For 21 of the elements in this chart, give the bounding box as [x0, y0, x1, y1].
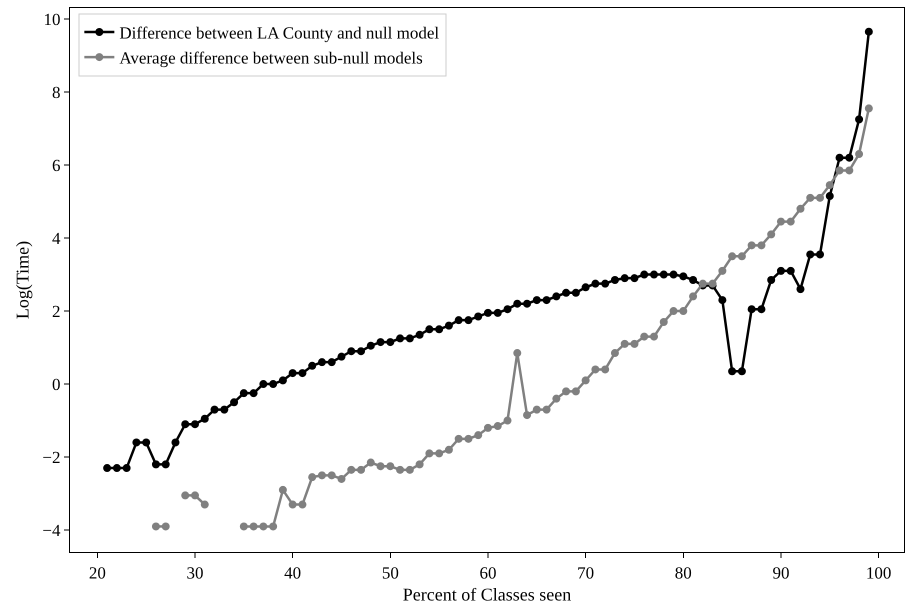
x-axis-title: Percent of Classes seen — [402, 584, 572, 605]
x-tick-label: 30 — [186, 564, 204, 582]
y-tick-label: 10 — [44, 10, 60, 29]
x-tick-label: 80 — [674, 564, 692, 582]
y-tick-label: 8 — [52, 82, 60, 102]
legend-label: Difference between LA County and null model — [119, 24, 440, 43]
y-axis-title: Log(Time) — [12, 240, 33, 320]
x-tick-label: 90 — [772, 564, 790, 582]
legend-label: Average difference between sub-null models — [119, 48, 423, 68]
x-tick-label: 100 — [866, 564, 892, 582]
x-tick-label: 20 — [88, 564, 106, 582]
x-tick-label: 60 — [479, 564, 496, 582]
y-tick-label: −2 — [42, 448, 60, 468]
x-tick-label: 40 — [284, 564, 302, 582]
x-tick-label: 50 — [382, 564, 399, 582]
x-tick-label: 70 — [577, 564, 594, 582]
y-tick-label: 2 — [52, 302, 60, 321]
y-tick-label: 0 — [52, 375, 60, 394]
y-tick-label: −4 — [42, 521, 61, 540]
y-tick-label: 6 — [52, 156, 60, 175]
y-tick-label: 4 — [52, 228, 61, 248]
